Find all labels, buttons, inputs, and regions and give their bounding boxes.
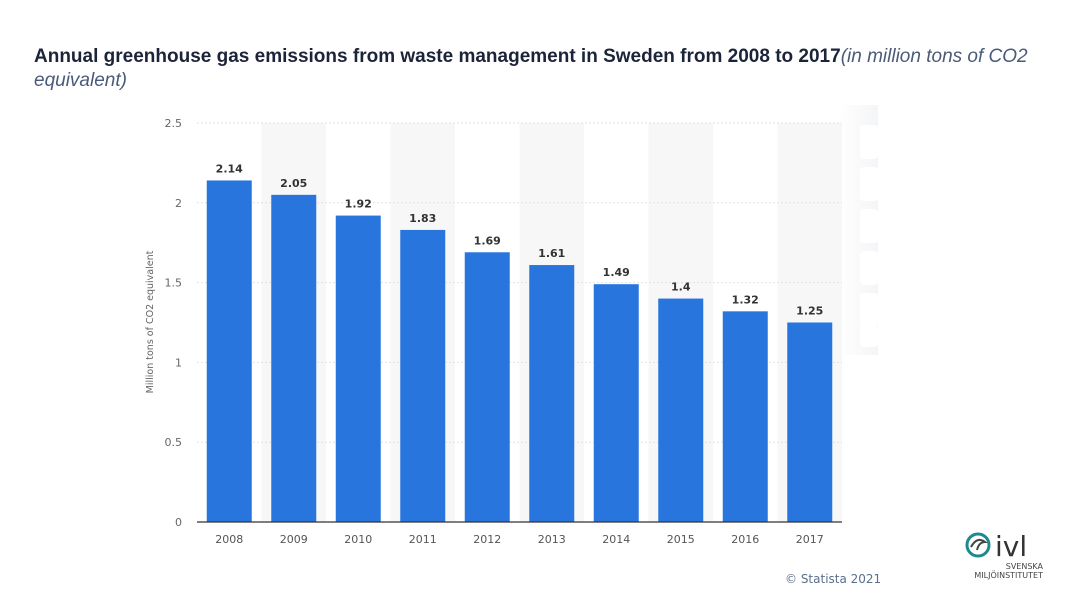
toolbar-button[interactable] xyxy=(860,167,878,201)
ivl-logo: ivl SVENSKA MILJÖINSTITUTET xyxy=(965,530,1044,580)
bar-2010 xyxy=(335,215,381,522)
x-tick-label: 2008 xyxy=(215,533,243,546)
toolbar-button[interactable] xyxy=(860,251,878,285)
x-tick-label: 2009 xyxy=(280,533,308,546)
data-label: 1.69 xyxy=(474,234,501,247)
bar-2009 xyxy=(271,194,317,522)
statista-credit[interactable]: © Statista 2021 xyxy=(785,572,882,586)
bar-2014 xyxy=(593,284,639,522)
bar-2008 xyxy=(206,180,252,522)
data-label: 1.83 xyxy=(409,212,436,225)
svg-text:ivl: ivl xyxy=(995,530,1027,563)
data-label: 1.32 xyxy=(732,293,759,306)
data-label: 2.05 xyxy=(280,177,307,190)
chart-title: Annual greenhouse gas emissions from was… xyxy=(34,46,1028,91)
x-tick-label: 2010 xyxy=(344,533,372,546)
x-tick-label: 2014 xyxy=(602,533,630,546)
y-tick-label: 1 xyxy=(175,356,182,369)
x-tick-label: 2017 xyxy=(796,533,824,546)
bar-2015 xyxy=(658,298,704,522)
svg-text:SVENSKA: SVENSKA xyxy=(1006,562,1044,571)
y-tick-label: 0 xyxy=(175,516,182,529)
data-label: 1.92 xyxy=(345,198,372,211)
y-axis-label: Million tons of CO2 equivalent xyxy=(145,250,156,393)
bar-2012 xyxy=(464,252,510,522)
data-label: 1.61 xyxy=(538,247,565,260)
bar-2017 xyxy=(787,322,833,522)
bar-2016 xyxy=(722,311,768,522)
x-tick-label: 2012 xyxy=(473,533,501,546)
data-label: 1.49 xyxy=(603,266,630,279)
bar-2013 xyxy=(529,265,575,522)
x-tick-label: 2016 xyxy=(731,533,759,546)
y-tick-label: 1.5 xyxy=(165,277,183,290)
y-tick-label: 2.5 xyxy=(165,117,183,130)
x-tick-label: 2013 xyxy=(538,533,566,546)
data-label: 2.14 xyxy=(216,162,243,175)
toolbar-button[interactable] xyxy=(860,293,878,327)
bar-2011 xyxy=(400,229,446,522)
x-tick-label: 2011 xyxy=(409,533,437,546)
toolbar-button[interactable] xyxy=(860,125,878,159)
data-label: 1.25 xyxy=(796,305,823,318)
side-toolbar xyxy=(838,105,878,355)
svg-text:MILJÖINSTITUTET: MILJÖINSTITUTET xyxy=(974,570,1043,580)
toolbar-button[interactable] xyxy=(860,209,878,243)
y-tick-label: 0.5 xyxy=(165,436,183,449)
y-tick-label: 2 xyxy=(175,197,182,210)
data-label: 1.4 xyxy=(671,281,691,294)
x-tick-label: 2015 xyxy=(667,533,695,546)
toolbar-button[interactable] xyxy=(860,325,878,347)
